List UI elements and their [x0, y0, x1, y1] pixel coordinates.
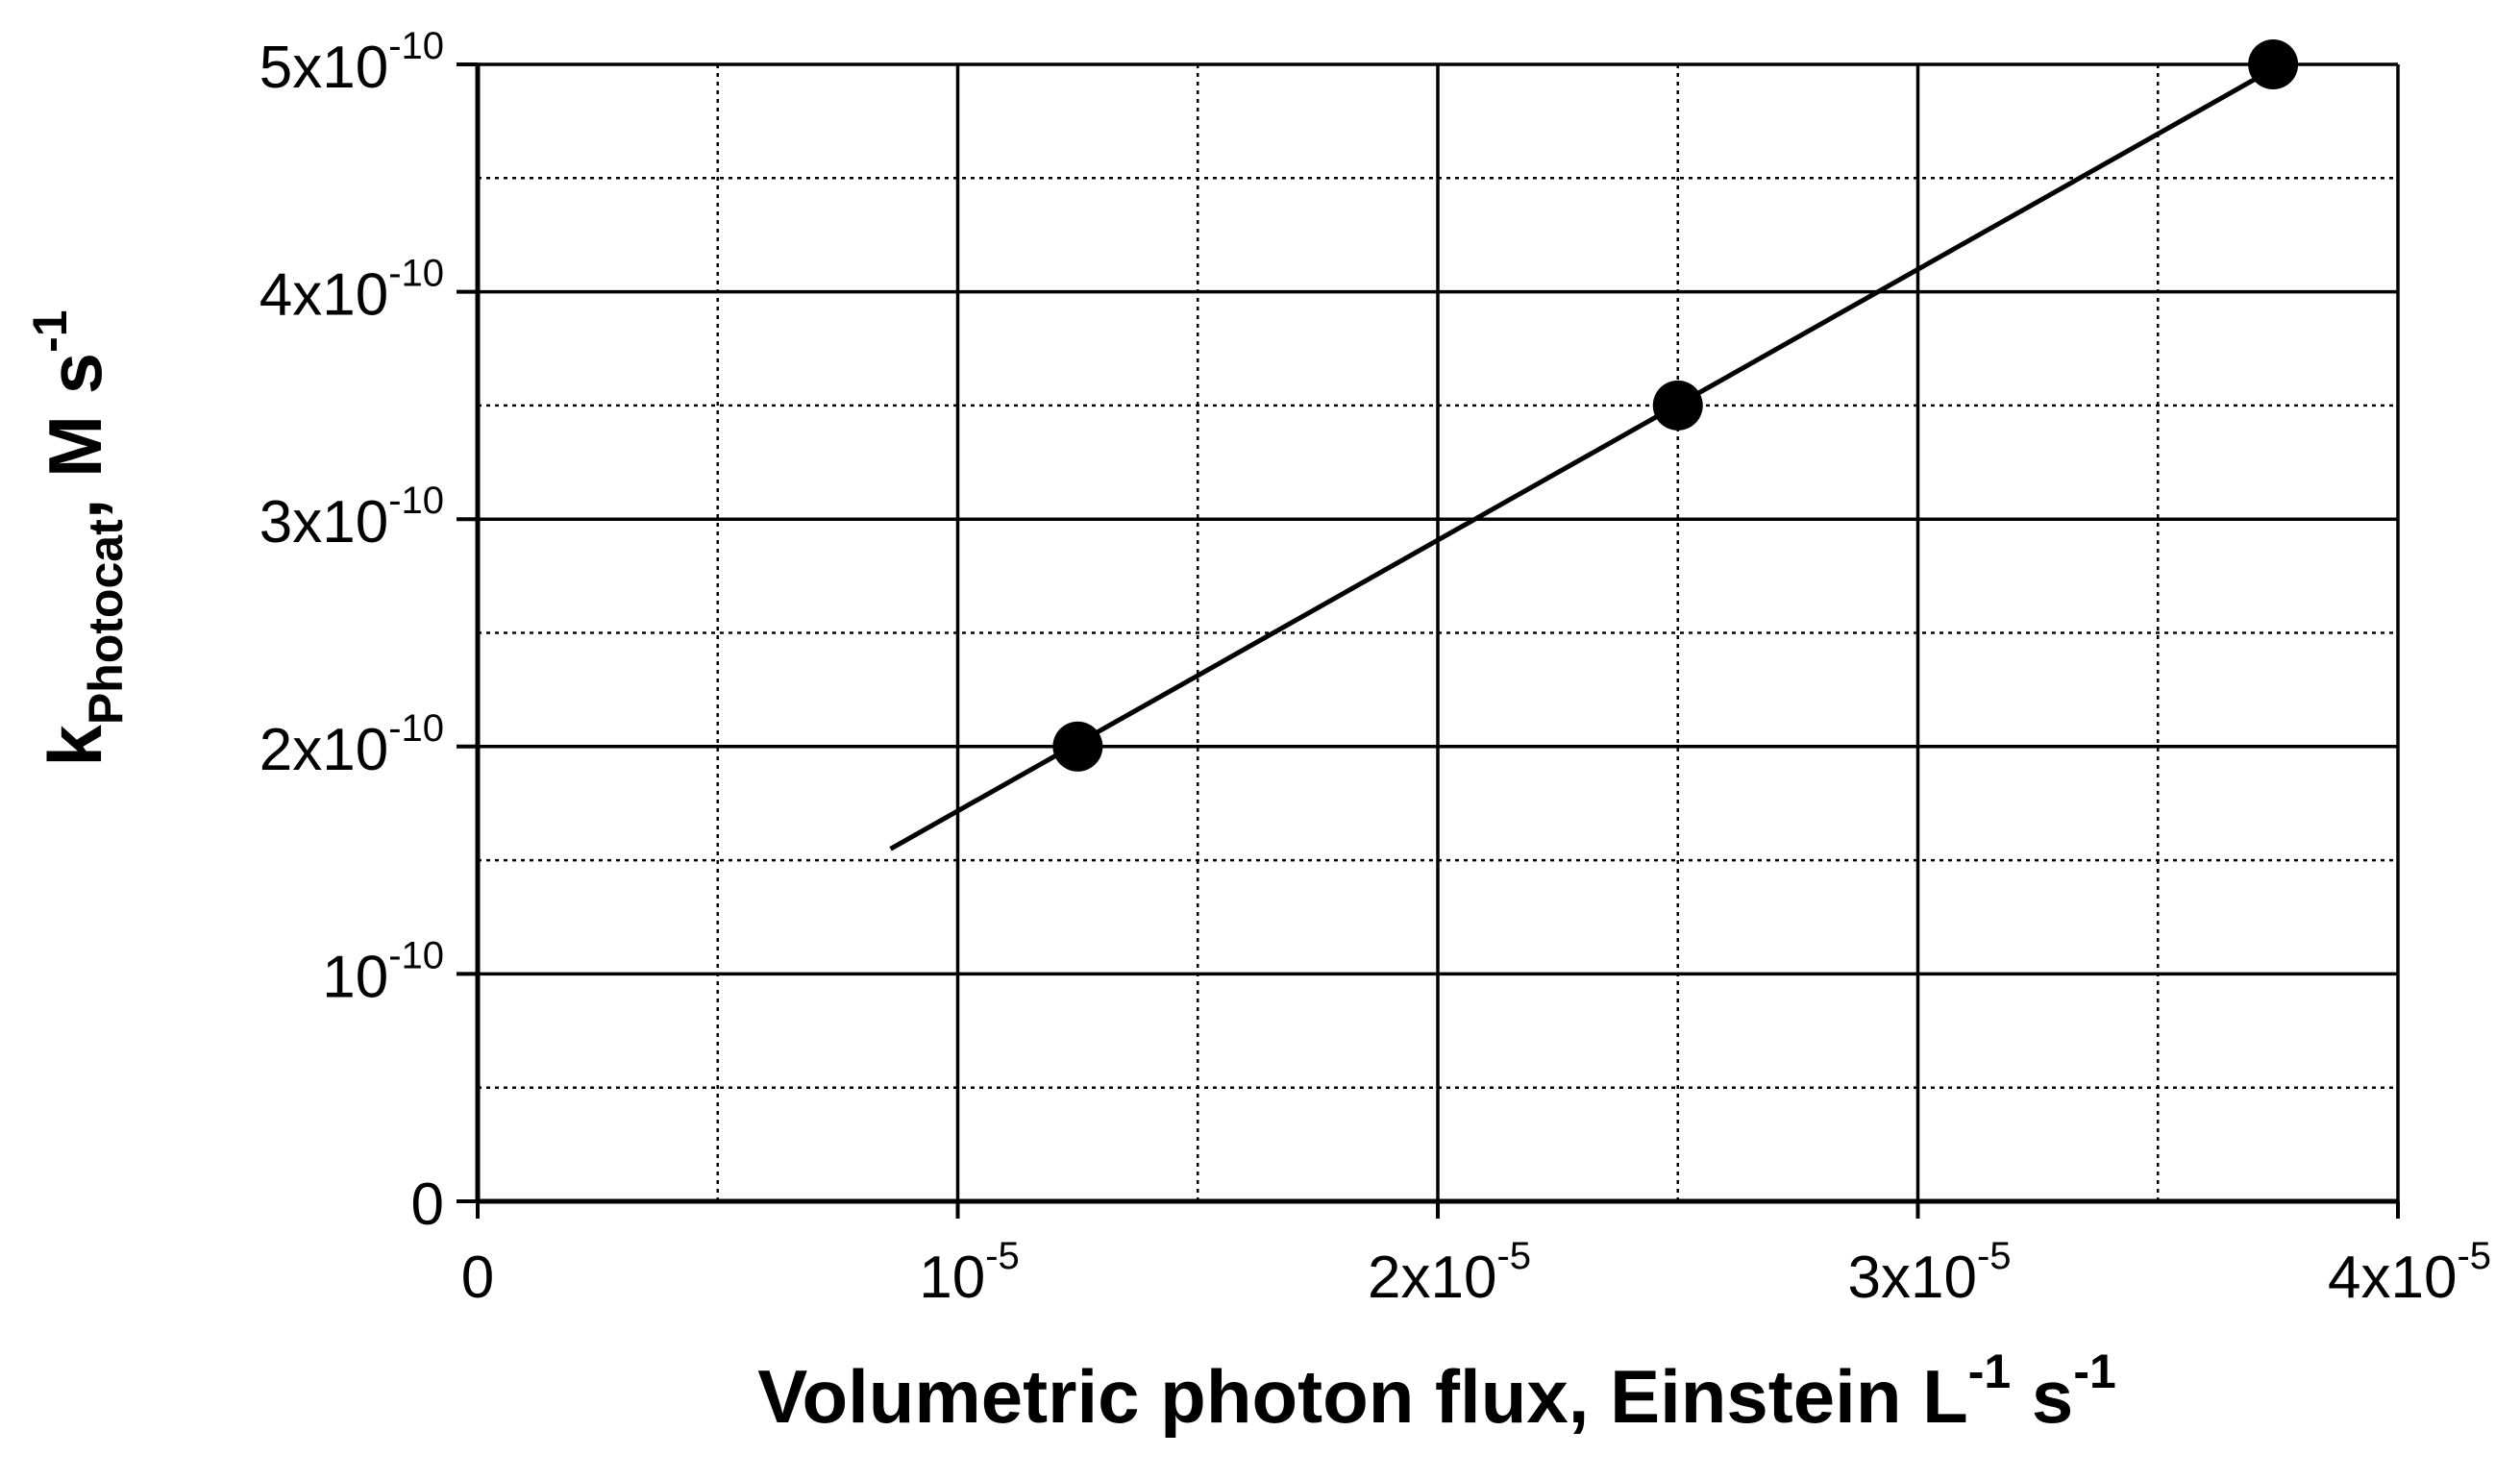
x-axis-title: Volumetric photon flux, Einstein L-1 s-1: [757, 1344, 2116, 1439]
x-tick-label: 0: [461, 1245, 494, 1311]
y-tick-label: 2x10-10: [259, 707, 444, 783]
y-tick-label: 10-10: [322, 934, 444, 1010]
data-point: [2248, 39, 2299, 89]
x-tick-label: 2x10-5: [1368, 1235, 1531, 1311]
data-point: [1052, 721, 1103, 772]
y-axis-title: kPhotocat, M s-1: [23, 309, 133, 766]
data-point: [1652, 380, 1703, 431]
y-tick-label: 3x10-10: [259, 480, 444, 555]
ticks-layer: [457, 62, 2400, 1219]
x-tick-label: 3x10-5: [1847, 1235, 2011, 1311]
x-tick-label: 4x10-5: [2328, 1235, 2491, 1311]
series-layer: [889, 39, 2299, 851]
y-tick-label: 5x10-10: [259, 25, 444, 101]
x-tick-label: 10-5: [919, 1235, 1020, 1311]
fit-line: [889, 66, 2275, 851]
labels-layer: 0 10-5 2x10-5 3x10-5 4x10-5 0 10-10 2x10-10 3x10…: [23, 25, 2491, 1439]
y-tick-label: 4x10-10: [259, 253, 444, 329]
grid-layer: [478, 62, 2400, 1201]
y-tick-label: 0: [411, 1172, 444, 1238]
